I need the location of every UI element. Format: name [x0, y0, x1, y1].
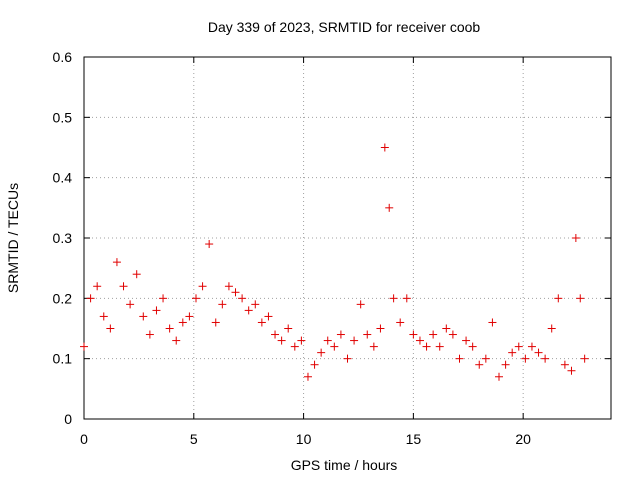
data-point — [119, 282, 128, 291]
data-point — [534, 348, 543, 357]
data-point — [224, 282, 233, 291]
data-point — [554, 294, 563, 303]
data-point — [211, 318, 220, 327]
data-point — [380, 143, 389, 152]
data-point — [172, 336, 181, 345]
data-point — [93, 282, 102, 291]
data-point — [152, 306, 161, 315]
data-point — [481, 354, 490, 363]
data-point — [297, 336, 306, 345]
data-point — [80, 342, 88, 351]
data-point — [205, 240, 214, 249]
data-point — [218, 300, 227, 309]
data-point — [567, 366, 576, 375]
data-point — [369, 342, 378, 351]
data-point — [271, 330, 280, 339]
data-point — [317, 348, 326, 357]
data-point — [310, 360, 319, 369]
data-point — [238, 294, 247, 303]
data-point — [139, 312, 148, 321]
data-point — [580, 354, 589, 363]
grid-lines — [84, 57, 611, 419]
data-point — [99, 312, 108, 321]
data-point — [415, 336, 424, 345]
data-point — [376, 324, 385, 333]
y-tick-label: 0.2 — [53, 290, 73, 306]
chart-title: Day 339 of 2023, SRMTID for receiver coo… — [208, 19, 481, 35]
data-point — [385, 203, 394, 212]
data-point — [495, 372, 504, 381]
data-point — [448, 330, 457, 339]
data-point — [422, 342, 431, 351]
x-tick-label: 0 — [80, 431, 88, 447]
data-point — [251, 300, 260, 309]
y-axis-label: SRMTID / TECUs — [5, 183, 21, 293]
x-tick-label: 15 — [406, 431, 422, 447]
data-point — [284, 324, 293, 333]
data-point — [571, 234, 580, 242]
data-point — [501, 360, 510, 369]
data-point — [547, 324, 556, 333]
data-point — [402, 294, 411, 303]
data-point — [132, 270, 141, 279]
data-point — [462, 336, 471, 345]
data-point — [159, 294, 168, 303]
data-point — [126, 300, 135, 309]
data-point — [435, 342, 444, 351]
data-point — [264, 312, 273, 321]
data-point — [330, 342, 339, 351]
data-point — [198, 282, 207, 291]
x-axis-label: GPS time / hours — [291, 457, 398, 473]
y-tick-label: 0 — [64, 411, 72, 427]
data-point — [185, 312, 194, 321]
data-point — [145, 330, 154, 339]
x-tick-label: 5 — [190, 431, 198, 447]
data-point — [323, 336, 332, 345]
x-tick-label: 10 — [296, 431, 312, 447]
x-tick-label: 20 — [515, 431, 531, 447]
data-point — [409, 330, 418, 339]
data-point — [257, 318, 266, 327]
plot-frame — [83, 56, 612, 420]
axis-ticks: 0 0.1 0.2 0.3 0.4 0.5 0.6 0 5 10 15 20 — [53, 49, 611, 447]
data-point — [191, 294, 200, 303]
y-tick-label: 0.1 — [53, 351, 73, 367]
data-point — [350, 336, 359, 345]
data-point — [514, 342, 523, 351]
data-point — [244, 306, 253, 315]
data-point — [576, 294, 585, 303]
y-tick-label: 0.5 — [53, 109, 73, 125]
data-point — [389, 294, 398, 303]
data-points — [80, 143, 589, 381]
data-point — [356, 300, 365, 309]
data-point — [165, 324, 174, 333]
data-point — [541, 354, 550, 363]
data-point — [86, 294, 95, 303]
y-tick-label: 0.3 — [53, 230, 73, 246]
data-point — [488, 318, 497, 327]
data-point — [468, 342, 477, 351]
data-point — [106, 324, 115, 333]
data-point — [429, 330, 438, 339]
data-point — [112, 258, 121, 267]
data-point — [277, 336, 286, 345]
data-point — [527, 342, 536, 351]
data-point — [343, 354, 352, 363]
data-point — [508, 348, 517, 357]
y-tick-label: 0.4 — [53, 170, 73, 186]
data-point — [336, 330, 345, 339]
data-point — [442, 324, 451, 333]
data-point — [475, 360, 484, 369]
data-point — [363, 330, 372, 339]
data-point — [560, 360, 569, 369]
data-point — [178, 318, 187, 327]
data-point — [303, 372, 312, 381]
y-tick-label: 0.6 — [53, 49, 73, 65]
data-point — [521, 354, 530, 363]
data-point — [396, 318, 405, 327]
data-point — [231, 288, 240, 297]
data-point — [290, 342, 299, 351]
data-point — [455, 354, 464, 363]
